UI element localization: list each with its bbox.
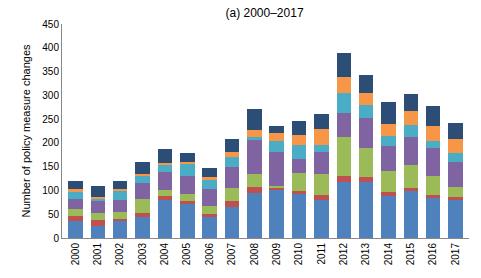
svg-text:2011: 2011 (316, 243, 327, 265)
svg-text:2007: 2007 (226, 243, 237, 266)
svg-text:2017: 2017 (450, 243, 461, 266)
svg-text:2008: 2008 (249, 243, 260, 266)
svg-text:150: 150 (42, 161, 59, 172)
svg-text:2009: 2009 (271, 243, 282, 266)
svg-text:300: 300 (42, 90, 59, 101)
svg-text:0: 0 (53, 233, 59, 244)
svg-text:2013: 2013 (360, 243, 371, 266)
svg-text:2015: 2015 (405, 243, 416, 266)
svg-text:2002: 2002 (114, 243, 125, 266)
svg-text:2012: 2012 (338, 243, 349, 266)
svg-text:2004: 2004 (159, 243, 170, 266)
svg-text:2016: 2016 (427, 243, 438, 266)
svg-text:2006: 2006 (204, 243, 215, 266)
svg-text:50: 50 (48, 209, 60, 220)
svg-text:2000: 2000 (70, 243, 81, 266)
svg-text:Number of policy measure chang: Number of policy measure changes (20, 44, 32, 218)
svg-text:2003: 2003 (137, 243, 148, 266)
svg-text:200: 200 (42, 137, 59, 148)
svg-text:250: 250 (42, 114, 59, 125)
svg-text:350: 350 (42, 66, 59, 77)
svg-text:2001: 2001 (92, 243, 103, 266)
svg-text:2005: 2005 (181, 243, 192, 266)
svg-text:450: 450 (42, 19, 59, 30)
svg-text:400: 400 (42, 42, 59, 53)
svg-text:100: 100 (42, 185, 59, 196)
svg-text:2010: 2010 (293, 243, 304, 266)
svg-text:2014: 2014 (383, 243, 394, 266)
svg-text:(a) 2000–2017: (a) 2000–2017 (226, 6, 304, 20)
